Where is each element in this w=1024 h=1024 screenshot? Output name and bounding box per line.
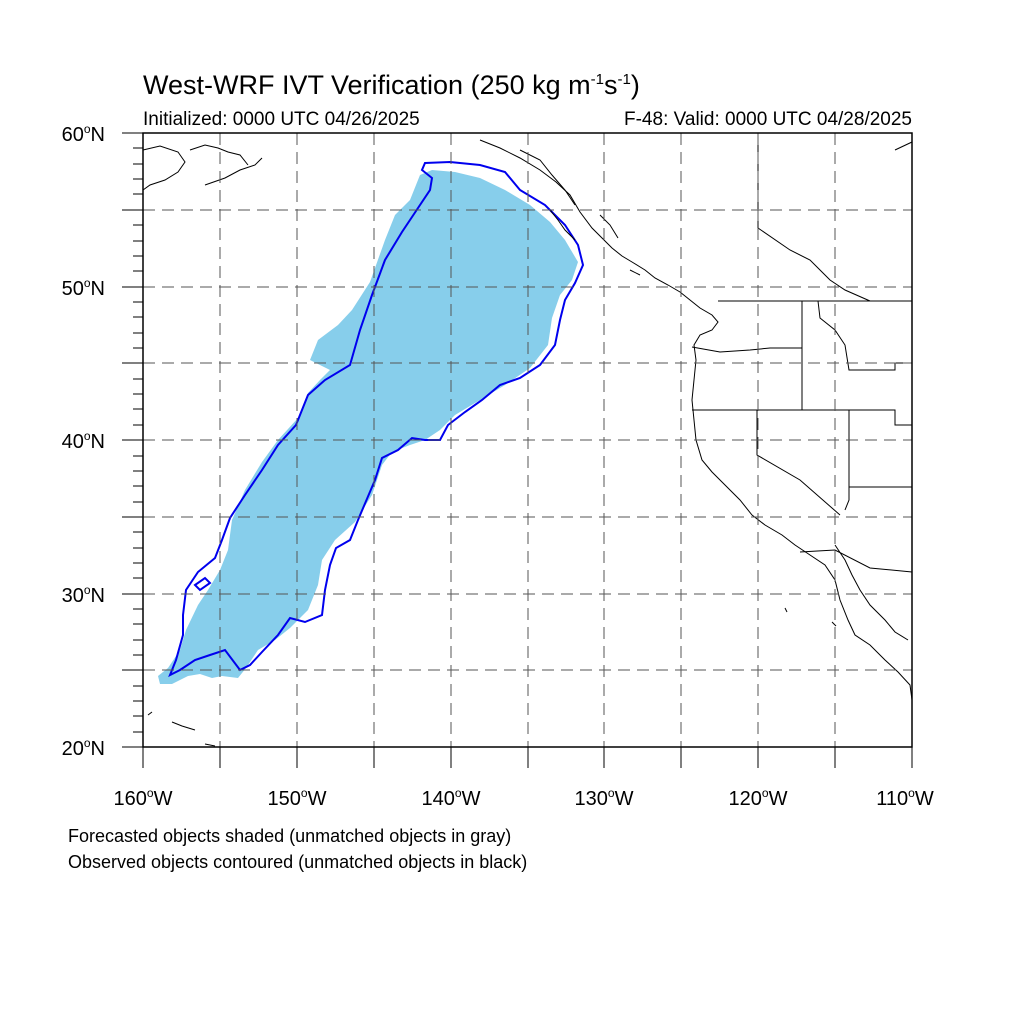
observed-contour-small (193, 576, 212, 592)
legend-observed: Observed objects contoured (unmatched ob… (68, 852, 528, 872)
coastlines (142, 139, 913, 747)
chart-title: West-WRF IVT Verification (250 kg m-1s-1… (143, 70, 640, 100)
legend-forecast: Forecasted objects shaded (unmatched obj… (68, 826, 512, 846)
lon-label: 130oW (575, 786, 634, 810)
lon-labels: 160oW 150oW 140oW 130oW 120oW 110oW (114, 786, 934, 810)
forecast-object (158, 170, 578, 684)
lon-label: 110oW (876, 786, 934, 810)
lon-label: 160oW (114, 786, 173, 810)
valid-time: F-48: Valid: 0000 UTC 04/28/2025 (624, 109, 912, 130)
lat-label: 40oN (62, 429, 105, 453)
graticule (143, 133, 912, 747)
lat-labels: 60oN 50oN 40oN 30oN 20oN (62, 122, 105, 760)
lat-label: 20oN (62, 736, 105, 760)
lat-label: 30oN (62, 583, 105, 607)
borders (691, 135, 913, 573)
lon-label: 150oW (268, 786, 327, 810)
initialized-time: Initialized: 0000 UTC 04/26/2025 (143, 109, 420, 130)
lon-label: 120oW (729, 786, 788, 810)
lat-label: 60oN (62, 122, 105, 146)
observed-contour (168, 160, 585, 678)
lon-label: 140oW (422, 786, 481, 810)
ticks (122, 132, 913, 768)
lat-label: 50oN (62, 276, 105, 300)
minor-ticks (133, 147, 143, 733)
